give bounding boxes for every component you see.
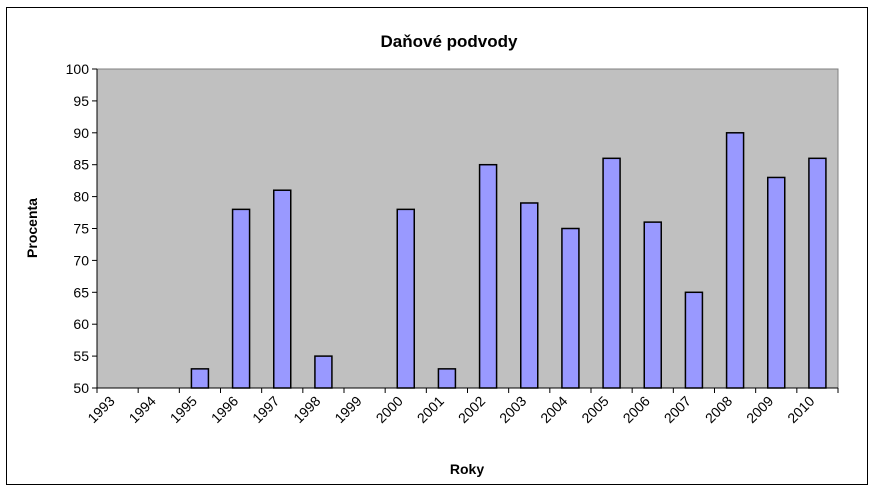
y-tick-label: 100 — [66, 61, 90, 77]
y-axis-title: Procenta — [24, 198, 40, 258]
bar-2002 — [478, 163, 498, 389]
plot-area — [96, 68, 839, 389]
x-tick-label: 1995 — [167, 393, 200, 426]
y-tick-label: 90 — [73, 125, 89, 141]
x-tick-label: 2003 — [496, 393, 529, 426]
bar-2005 — [602, 157, 621, 389]
bars — [190, 132, 827, 389]
x-tick-label: 2005 — [578, 393, 611, 426]
bar-1998 — [314, 355, 333, 389]
x-tick-label: 1997 — [249, 393, 282, 426]
x-axis-title: Roky — [450, 461, 484, 477]
bar-2004 — [561, 227, 580, 389]
bar-2003 — [520, 202, 539, 389]
x-tick-label: 1999 — [331, 393, 364, 426]
bar-2008 — [725, 132, 745, 389]
bar-2010 — [808, 157, 827, 389]
x-tick-label: 1994 — [126, 393, 159, 426]
y-tick-label: 50 — [73, 380, 89, 396]
y-tick-label: 65 — [73, 284, 89, 300]
y-tick-label: 70 — [73, 252, 89, 268]
x-tick-label: 2009 — [743, 393, 776, 426]
x-tick-labels: 1993 1994 1995 1996 1997 1998 1999 2000 2001 2002… — [84, 393, 817, 426]
x-tick-label: 1996 — [208, 393, 241, 426]
y-tick-label: 85 — [73, 157, 89, 173]
chart-title: Daňové podvody — [381, 32, 519, 51]
y-tick-label: 95 — [73, 93, 89, 109]
bar-2007 — [684, 291, 704, 389]
x-tick-label: 2004 — [537, 393, 570, 426]
y-tick-labels: 50 55 60 65 70 75 80 85 90 95 100 — [66, 61, 90, 396]
y-tick-label: 60 — [73, 316, 89, 332]
bar-1996 — [231, 208, 251, 389]
x-tick-label: 1998 — [290, 393, 323, 426]
bar-2009 — [767, 176, 786, 389]
x-tick-label: 1993 — [84, 393, 117, 426]
x-tick-label: 2001 — [414, 393, 447, 426]
axes — [92, 68, 839, 393]
x-tick-label: 2006 — [620, 393, 653, 426]
y-tick-label: 80 — [73, 189, 89, 205]
x-tick-label: 2007 — [661, 393, 694, 426]
y-tick-label: 55 — [73, 348, 89, 364]
y-tick-label: 75 — [73, 221, 89, 237]
x-tick-label: 2008 — [702, 393, 735, 426]
bar-2001 — [437, 368, 457, 389]
bar-1995 — [190, 368, 210, 389]
bar-2000 — [396, 208, 415, 389]
bar-2006 — [643, 221, 662, 389]
x-tick-label: 2002 — [455, 393, 488, 426]
bar-1997 — [273, 189, 292, 389]
x-tick-label: 2010 — [784, 393, 817, 426]
x-tick-label: 2000 — [373, 393, 406, 426]
